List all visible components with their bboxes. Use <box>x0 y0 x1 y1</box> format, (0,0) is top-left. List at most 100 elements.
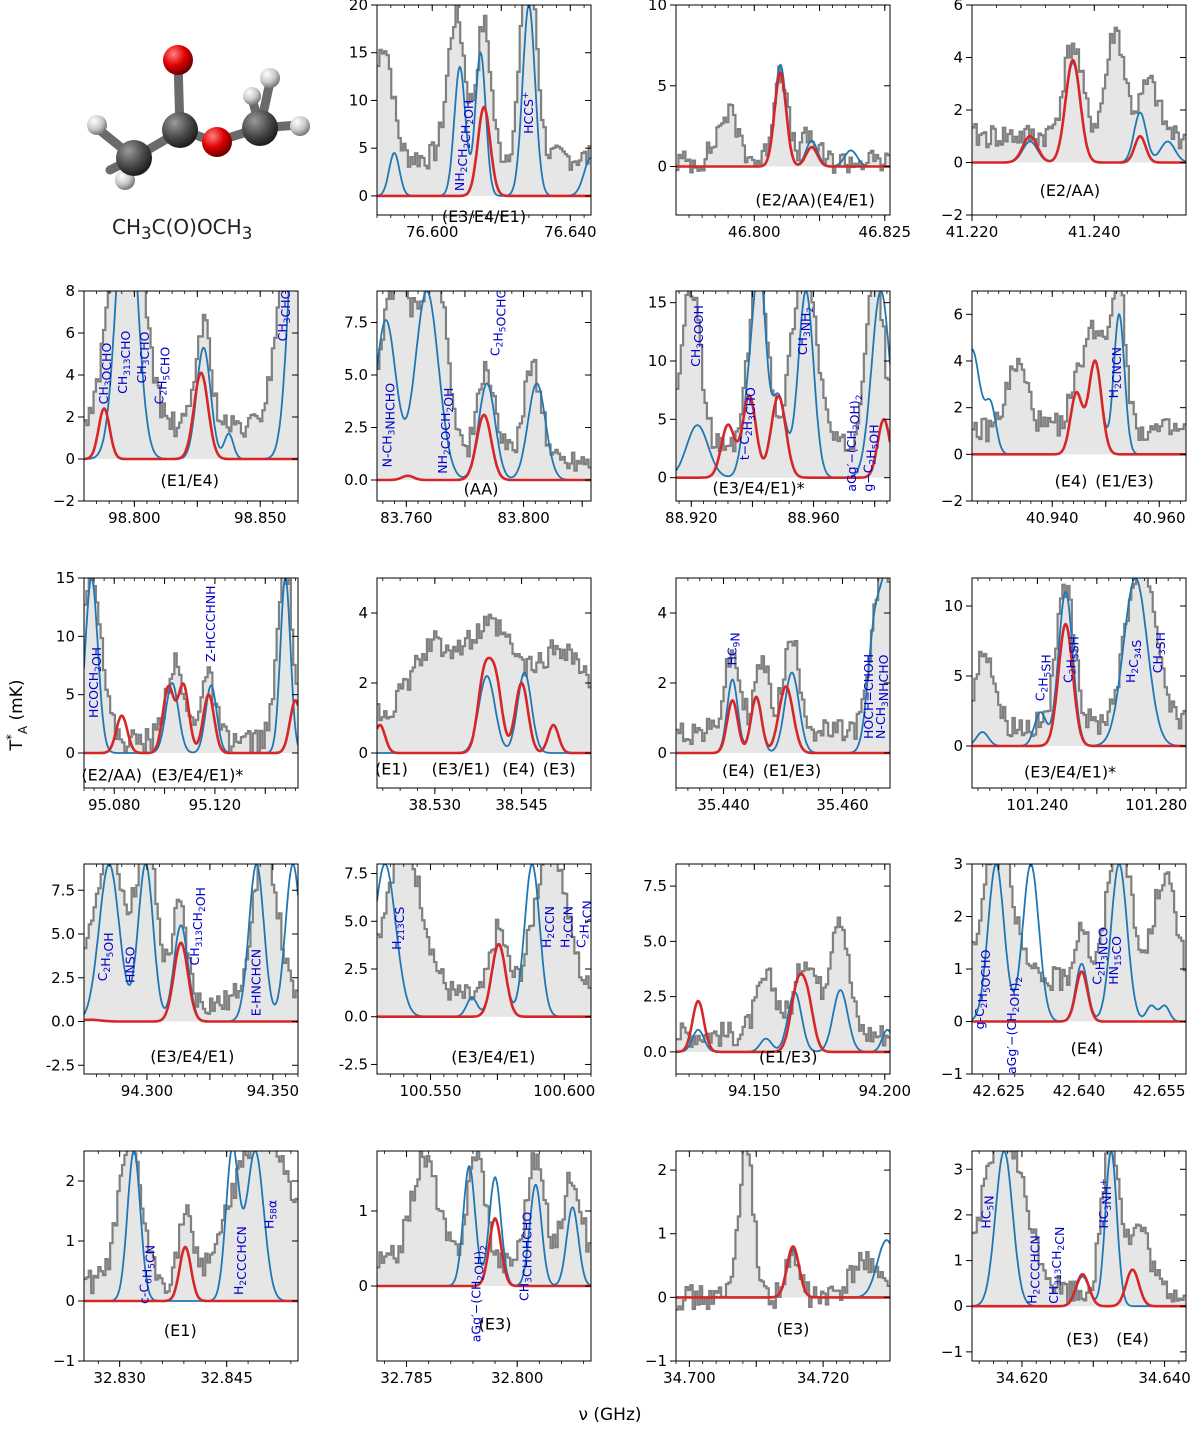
y-tick-label: 5.0 <box>643 932 667 950</box>
observed-spectrum <box>84 864 298 1015</box>
x-tick-label: 95.080 <box>88 796 141 814</box>
species-label: N-CH3NHCHO <box>873 654 891 739</box>
x-tick-label: 98.850 <box>234 509 287 527</box>
methyl-acetate-model <box>972 58 1186 164</box>
y-tick-label: 5 <box>65 686 75 704</box>
transition-label: (E3/E4/E1)* <box>151 766 243 785</box>
observed-spectrum <box>84 291 283 438</box>
spectrum-panel-15: c-C6H5CN H2CCCHCN H58α (E1) 32.830 32.845 −1 0 1… <box>53 1150 299 1387</box>
species-label: C2H5SH <box>1032 654 1053 701</box>
observed-spectrum-fill <box>676 917 890 1052</box>
x-tick-label: 34.640 <box>1138 1369 1191 1387</box>
observed-spectrum-fill <box>377 5 591 196</box>
observed-spectrum <box>84 578 298 754</box>
observed-spectrum-fill <box>84 291 298 459</box>
x-tick-label: 32.785 <box>380 1369 433 1387</box>
methyl-acetate-model <box>377 942 591 1018</box>
methyl-acetate-model <box>84 1245 298 1303</box>
spectrum-panel-17: (E3) 34.700 34.720 −1 0 1 2 <box>645 1150 891 1387</box>
x-tick-label: 88.920 <box>665 509 718 527</box>
y-tick-label: 1 <box>657 1225 667 1243</box>
methyl-acetate-model <box>972 1268 1186 1308</box>
x-tick-label: 98.800 <box>108 509 161 527</box>
y-tick-label: 2.5 <box>51 969 75 987</box>
species-label: C2H5OH <box>95 932 116 981</box>
species-label: HCCS+ <box>521 92 536 134</box>
x-tick-label: 76.640 <box>544 223 597 241</box>
observed-spectrum <box>676 578 890 746</box>
y-tick-label: 5 <box>657 410 667 428</box>
species-label: CH3CHOHCHO <box>517 1212 535 1301</box>
axes-frame <box>376 4 592 216</box>
y-tick-label: 1 <box>953 960 963 978</box>
y-tick-label: 10 <box>349 91 368 109</box>
axes-frame <box>83 1150 299 1362</box>
x-tick-label: 101.240 <box>1006 796 1068 814</box>
observed-spectrum <box>377 291 591 472</box>
transition-label: (E2/AA) <box>755 191 816 210</box>
transition-label: (E4) <box>502 759 535 778</box>
observed-spectrum <box>377 864 591 1001</box>
y-tick-label: 0 <box>65 1292 75 1310</box>
species-label: Z-HCCCHNH <box>203 585 218 662</box>
observed-spectrum <box>377 5 591 171</box>
y-tick-label: −1 <box>941 1065 963 1083</box>
y-tick-label: 2 <box>953 101 963 119</box>
species-label: H2CNCN <box>1106 347 1124 398</box>
axes-frame <box>675 863 891 1075</box>
y-tick-label: 7.5 <box>344 865 368 883</box>
y-tick-label: 2.5 <box>344 419 368 437</box>
transition-label: (E1/E3) <box>1095 472 1153 491</box>
y-tick-label: 4 <box>358 604 368 622</box>
spectrum-panel-0: NH2CH2CH2OH HCCS+ (E3/E4/E1)76.600 76.640 0 5… <box>349 0 597 241</box>
species-label: HN15CO <box>1106 936 1124 985</box>
y-tick-label: −1 <box>645 1352 667 1370</box>
y-tick-label: 0 <box>657 1288 667 1306</box>
y-tick-label: 0 <box>953 737 963 755</box>
species-label: HC3NH+ <box>1096 1178 1114 1228</box>
axes-frame <box>376 1150 592 1362</box>
species-label: CH3SH <box>1150 632 1168 673</box>
transition-label: (E3) <box>1066 1330 1099 1349</box>
transition-label: (E1/E3) <box>763 761 821 780</box>
x-tick-label: 94.200 <box>859 1082 912 1100</box>
y-tick-label: 5.0 <box>344 912 368 930</box>
spectrum-panel-5: CH3COOH t−C2H3CHO CH3NH2 aGg′−(CH2OH)2g−C2H… <box>648 290 891 527</box>
y-tick-label: 2 <box>65 408 75 426</box>
observed-spectrum <box>676 916 890 1048</box>
x-tick-label: 42.640 <box>1053 1082 1106 1100</box>
observed-spectrum <box>377 1151 591 1274</box>
y-tick-label: 2 <box>953 908 963 926</box>
observed-spectrum <box>972 291 1186 443</box>
species-label: t−C2H3CHO <box>737 387 758 460</box>
observed-spectrum <box>972 578 1186 738</box>
species-label: g-C2H5OCHO <box>972 949 993 1029</box>
spectrum-panel-10: C2H5SH C2H5SH H2C34S CH3SH (E3/E4/E1)* 101.24… <box>944 577 1187 814</box>
observed-spectrum-fill <box>676 66 890 173</box>
x-tick-label: 32.800 <box>491 1369 544 1387</box>
transition-label: (E4) <box>1116 1330 1149 1349</box>
transition-label: (E1/E4) <box>161 471 219 490</box>
x-tick-label: 40.940 <box>1026 509 1079 527</box>
transition-label: (E1) <box>164 1321 197 1340</box>
x-tick-label: 34.720 <box>797 1369 850 1387</box>
axes-frame <box>675 4 891 216</box>
y-tick-label: 6 <box>953 305 963 323</box>
species-label: H2C34S <box>1123 640 1144 683</box>
species-label: E-HNCHCN <box>248 949 263 1016</box>
species-label: CH3NH2 <box>795 307 816 355</box>
y-tick-label: 0 <box>65 744 75 762</box>
transition-label: (E3) <box>543 759 576 778</box>
observed-spectrum <box>377 613 591 722</box>
species-label: CH313CH2OH <box>187 887 208 965</box>
y-tick-label: 5.0 <box>51 925 75 943</box>
y-tick-label: 0 <box>953 154 963 172</box>
y-tick-label: 0.0 <box>643 1043 667 1061</box>
y-tick-label: 0.0 <box>51 1013 75 1031</box>
x-tick-label: 38.530 <box>409 796 462 814</box>
observed-spectrum <box>972 26 1186 150</box>
observed-spectrum <box>84 1151 298 1295</box>
y-tick-label: 0 <box>657 469 667 487</box>
transition-label: (E4) <box>722 761 755 780</box>
species-label: H2CCN <box>558 906 576 948</box>
